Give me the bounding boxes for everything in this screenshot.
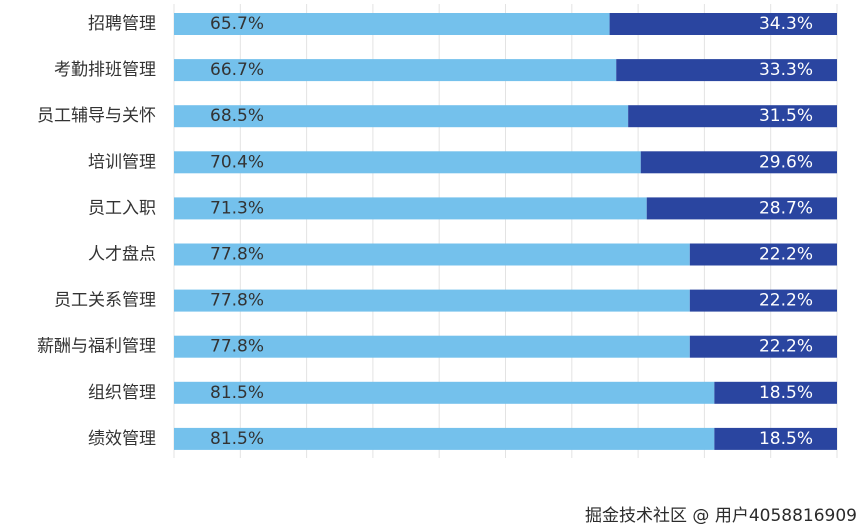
data-label-series-1: 68.5%	[210, 106, 264, 126]
bar-series-2	[714, 381, 837, 404]
data-label-series-2: 18.5%	[759, 429, 813, 449]
bar-row: 薪酬与福利管理 77.8% 22.2%	[37, 335, 837, 358]
data-label-series-2: 22.2%	[759, 337, 813, 357]
data-label-series-1: 71.3%	[210, 198, 264, 218]
watermark: 掘金技术社区 @ 用户4058816909	[585, 506, 857, 526]
data-label-series-2: 33.3%	[759, 60, 813, 80]
bar-series-2	[640, 151, 837, 174]
data-label-series-2: 22.2%	[759, 245, 813, 265]
bar-series-1	[174, 59, 617, 82]
bar-row: 员工关系管理 77.8% 22.2%	[54, 289, 837, 312]
bar-series-1	[174, 427, 715, 450]
data-label-series-1: 65.7%	[210, 14, 264, 34]
bar-series-2	[714, 427, 837, 450]
bar-series-1	[174, 197, 647, 220]
category-label: 考勤排班管理	[54, 60, 156, 80]
bar-series-1	[174, 151, 641, 174]
bar-series-2	[689, 335, 837, 358]
bar-row: 绩效管理 81.5% 18.5%	[88, 427, 837, 450]
bar-row: 培训管理 70.4% 29.6%	[88, 151, 837, 174]
data-label-series-1: 81.5%	[210, 383, 264, 403]
category-label: 人才盘点	[88, 245, 156, 265]
bar-series-2	[616, 59, 837, 82]
data-label-series-2: 29.6%	[759, 152, 813, 172]
bar-series-2	[646, 197, 837, 220]
category-label: 招聘管理	[88, 14, 156, 34]
data-label-series-1: 70.4%	[210, 152, 264, 172]
bar-row: 员工辅导与关怀 68.5% 31.5%	[37, 105, 837, 128]
category-label: 培训管理	[88, 152, 156, 172]
bar-series-2	[689, 289, 837, 312]
category-label: 员工入职	[88, 198, 156, 218]
category-label: 员工关系管理	[54, 291, 156, 311]
bar-series-1	[174, 13, 610, 35]
data-label-series-2: 18.5%	[759, 383, 813, 403]
bar-series-2	[628, 105, 837, 128]
bar-row: 组织管理 81.5% 18.5%	[88, 381, 837, 404]
bar-series-1	[174, 105, 629, 128]
data-label-series-2: 28.7%	[759, 198, 813, 218]
bar-series-2	[689, 243, 837, 266]
bar-series-1	[174, 381, 715, 404]
data-label-series-1: 77.8%	[210, 291, 264, 311]
category-label: 员工辅导与关怀	[37, 106, 156, 126]
bar-row: 人才盘点 77.8% 22.2%	[88, 243, 837, 266]
data-label-series-1: 81.5%	[210, 429, 264, 449]
bar-row: 招聘管理 65.7% 34.3%	[88, 13, 837, 35]
bar-series-1	[174, 243, 690, 266]
data-label-series-1: 77.8%	[210, 337, 264, 357]
bar-series-2	[609, 13, 837, 35]
category-label: 绩效管理	[88, 429, 156, 449]
data-label-series-2: 31.5%	[759, 106, 813, 126]
category-label: 薪酬与福利管理	[37, 337, 156, 357]
data-label-series-2: 34.3%	[759, 14, 813, 34]
bar-series-1	[174, 289, 690, 312]
bar-row: 考勤排班管理 66.7% 33.3%	[54, 59, 837, 82]
data-label-series-1: 66.7%	[210, 60, 264, 80]
data-label-series-2: 22.2%	[759, 291, 813, 311]
bar-row: 员工入职 71.3% 28.7%	[88, 197, 837, 220]
category-label: 组织管理	[88, 383, 156, 403]
bar-series-1	[174, 335, 690, 358]
data-label-series-1: 77.8%	[210, 245, 264, 265]
